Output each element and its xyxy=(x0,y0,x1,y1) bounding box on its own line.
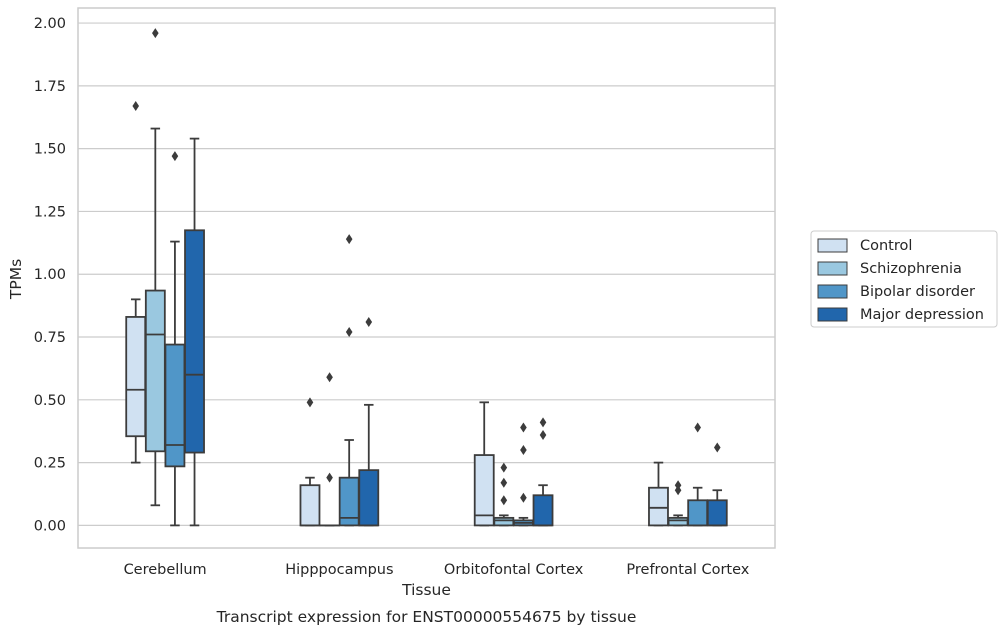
legend-item-major-depression: Major depression xyxy=(817,307,984,323)
box-prefrontal-cortex-schizophrenia xyxy=(667,480,689,527)
plot-frame xyxy=(77,7,776,549)
box-orbitofontal-cortex-control xyxy=(473,401,495,527)
iqr-box xyxy=(164,343,186,468)
y-tick-label: 0.50 xyxy=(34,393,66,409)
y-tick-label: 1.75 xyxy=(34,79,66,95)
x-axis-label: Tissue xyxy=(401,581,451,599)
outlier-point xyxy=(345,234,353,245)
outlier-point xyxy=(520,445,527,456)
chart-caption: Transcript expression for ENST0000055467… xyxy=(216,608,637,626)
outlier-point xyxy=(132,100,140,111)
iqr-box xyxy=(125,316,147,438)
iqr-box xyxy=(473,454,495,527)
box-prefrontal-cortex-control xyxy=(648,461,669,527)
legend: Control Schizophrenia Bipolar disorder Majo… xyxy=(810,230,998,328)
legend-frame xyxy=(810,230,998,328)
box-hipppocampus-control xyxy=(299,397,321,527)
outlier-point xyxy=(365,316,373,327)
legend-item-control: Control xyxy=(817,238,912,254)
outlier-point xyxy=(171,151,179,162)
outlier-point xyxy=(500,462,508,473)
box-hipppocampus-major-depression xyxy=(358,316,380,527)
box-cerebellum-schizophrenia xyxy=(144,28,166,507)
legend-label: Bipolar disorder xyxy=(860,284,975,300)
y-tick-label: 1.50 xyxy=(34,142,66,158)
y-tick-label: 0.25 xyxy=(34,456,66,472)
outlier-point xyxy=(694,422,701,433)
box-prefrontal-cortex-major-depression xyxy=(706,442,728,527)
outlier-point xyxy=(306,397,314,408)
iqr-box xyxy=(687,499,709,527)
iqr-box xyxy=(144,289,166,453)
legend-item-bipolar-disorder: Bipolar disorder xyxy=(817,284,975,300)
iqr-box xyxy=(706,499,728,527)
iqr-box xyxy=(184,229,205,454)
y-tick-label: 0.75 xyxy=(34,330,66,346)
outlier-point xyxy=(539,417,547,428)
y-axis-label: TPMs xyxy=(7,259,25,300)
outlier-point xyxy=(713,442,721,453)
x-tick-label: Hipppocampus xyxy=(285,562,393,578)
outlier-point xyxy=(674,480,682,491)
outlier-point xyxy=(520,422,527,433)
legend-label: Major depression xyxy=(860,307,984,323)
x-tick-labels: Cerebellum Hipppocampus Orbitofontal Corte… xyxy=(124,562,750,578)
legend-swatch xyxy=(817,307,848,322)
outlier-point xyxy=(152,28,159,39)
box-cerebellum-major-depression xyxy=(184,137,205,527)
box-hipppocampus-bipolar-disorder xyxy=(338,234,360,527)
box-orbitofontal-cortex-bipolar-disorder xyxy=(513,422,534,527)
x-tick-label: Prefrontal Cortex xyxy=(626,562,749,578)
outlier-point xyxy=(345,327,353,337)
iqr-box xyxy=(493,516,515,527)
x-tick-label: Orbitofontal Cortex xyxy=(444,562,584,578)
legend-label: Schizophrenia xyxy=(860,261,962,277)
iqr-box xyxy=(532,494,554,527)
outlier-point xyxy=(500,495,508,506)
outlier-point xyxy=(326,472,333,483)
outlier-point xyxy=(539,429,547,440)
legend-swatch xyxy=(817,261,848,276)
legend-swatch xyxy=(817,238,848,253)
outlier-point xyxy=(326,372,333,383)
iqr-box xyxy=(358,469,380,527)
y-tick-label: 1.25 xyxy=(34,204,66,220)
box-plot-series xyxy=(125,28,728,527)
series-schizophrenia xyxy=(144,28,689,527)
outlier-point xyxy=(500,477,508,488)
series-control xyxy=(125,100,669,527)
outlier-point xyxy=(674,485,682,496)
x-tick-label: Cerebellum xyxy=(124,562,207,578)
series-bipolar-disorder xyxy=(164,151,709,527)
legend-label: Control xyxy=(860,238,912,254)
legend-item-schizophrenia: Schizophrenia xyxy=(817,261,962,277)
iqr-box xyxy=(667,516,689,527)
outlier-point xyxy=(520,492,527,503)
y-tick-label: 2.00 xyxy=(34,16,66,32)
y-tick-label: 0.00 xyxy=(34,518,66,534)
legend-swatch xyxy=(817,284,848,299)
y-tick-labels: 0.00 0.25 0.50 0.75 1.00 1.25 1.50 1.75 2.00 xyxy=(34,16,66,534)
iqr-box xyxy=(648,486,669,527)
series-major-depression xyxy=(184,137,728,527)
iqr-box xyxy=(299,484,321,527)
box-orbitofontal-cortex-major-depression xyxy=(532,417,554,527)
y-tick-label: 1.00 xyxy=(34,267,66,283)
